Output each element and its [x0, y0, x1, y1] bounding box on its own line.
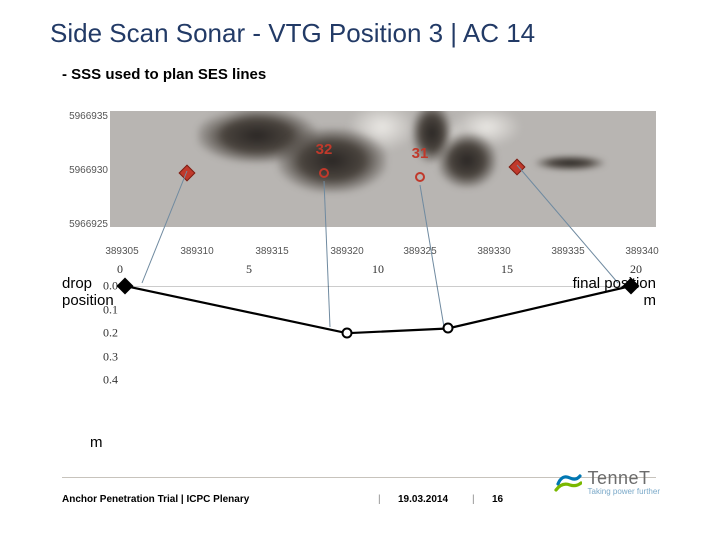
chart-ytick: 0.0 — [62, 279, 118, 294]
chart-open-marker — [342, 328, 353, 339]
sonar-xtick: 389330 — [477, 246, 510, 257]
sonar-xtick: 389305 — [105, 246, 138, 257]
footer-page: 16 — [492, 494, 503, 505]
footer-left: Anchor Penetration Trial | ICPC Plenary — [62, 494, 249, 505]
sonar-xtick: 389340 — [625, 246, 658, 257]
slide-subtitle: - SSS used to plan SES lines — [62, 66, 266, 83]
footer-date: 19.03.2014 — [398, 494, 448, 505]
sonar-xtick: 389310 — [180, 246, 213, 257]
chart-xtick: 20 — [630, 262, 642, 277]
chart-ytick: 0.3 — [62, 349, 118, 364]
chart-xtick: 15 — [501, 262, 513, 277]
sonar-ytick: 5966925 — [62, 219, 108, 230]
sonar-xtick: 389320 — [330, 246, 363, 257]
chart-xtick: 10 — [372, 262, 384, 277]
unit-left: m — [90, 434, 103, 451]
footer: Anchor Penetration Trial | ICPC Plenary … — [62, 477, 656, 517]
sonar-marker-label: 31 — [412, 145, 429, 162]
sonar-xtick: 389325 — [403, 246, 436, 257]
sonar-ytick: 5966935 — [62, 111, 108, 122]
sonar-dark-blob — [437, 133, 497, 188]
sonar-open-marker — [415, 172, 425, 182]
logo-text: TenneT — [588, 468, 660, 489]
footer-sep-1: | — [378, 494, 381, 505]
logo: TenneT Taking power further — [554, 468, 660, 496]
chart-ytick: 0.4 — [62, 373, 118, 388]
sonar-marker-label: 32 — [316, 141, 333, 158]
chart-xtick: 5 — [246, 262, 252, 277]
depth-chart: 05101520 0.00.10.20.30.4 — [62, 280, 656, 430]
sonar-open-marker — [319, 168, 329, 178]
slide-title: Side Scan Sonar - VTG Position 3 | AC 14 — [50, 18, 535, 49]
logo-tagline: Taking power further — [588, 487, 660, 496]
chart-ytick: 0.1 — [62, 302, 118, 317]
footer-sep-2: | — [472, 494, 475, 505]
sonar-dark-blob — [535, 156, 605, 170]
sonar-xtick: 389335 — [551, 246, 584, 257]
chart-open-marker — [442, 323, 453, 334]
sonar-dark-blob — [277, 128, 387, 193]
sonar-ytick: 5966930 — [62, 165, 108, 176]
logo-icon — [554, 468, 582, 496]
chart-xtick: 0 — [117, 262, 123, 277]
slide: Side Scan Sonar - VTG Position 3 | AC 14… — [0, 0, 718, 539]
chart-ytick: 0.2 — [62, 326, 118, 341]
chart-plot — [120, 286, 636, 404]
sonar-xtick: 389315 — [255, 246, 288, 257]
sonar-panel: 596693559669305966925 389305389310389315… — [62, 105, 656, 253]
